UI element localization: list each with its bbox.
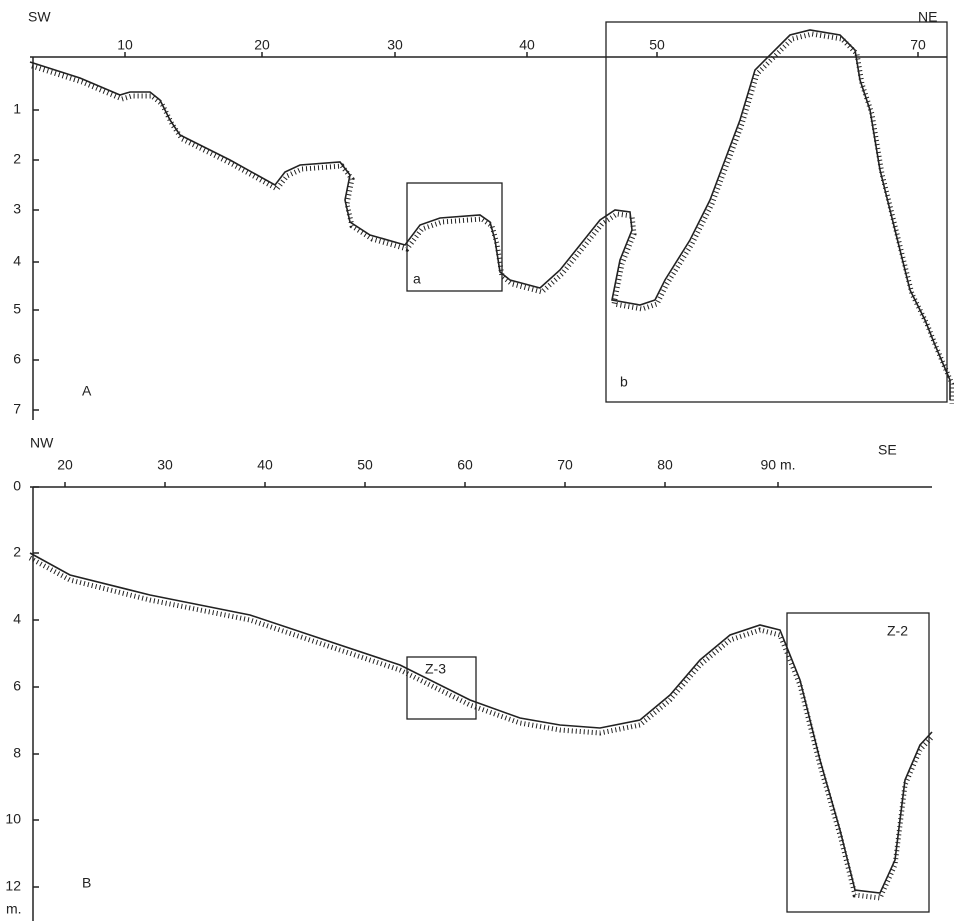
box-z2 [786, 612, 930, 913]
y-tick-label: 2 [13, 544, 21, 560]
x-tick-label: 20 [57, 457, 73, 473]
x-tick-label: 80 [657, 457, 673, 473]
x-tick-label: 10 [117, 37, 133, 53]
y-tick-label: 2 [13, 151, 21, 167]
box-label: b [620, 374, 628, 390]
box-a [406, 182, 503, 292]
box-label: a [413, 271, 421, 287]
x-tick-label: 70 [910, 37, 926, 53]
x-tick-label: 50 [649, 37, 665, 53]
y-tick-label: 7 [13, 401, 21, 417]
y-tick-label: 0 [13, 478, 21, 494]
direction-label: SE [878, 442, 897, 458]
x-tick-label: 40 [519, 37, 535, 53]
profile-hatch-b [28, 555, 934, 901]
y-tick-label: 6 [13, 678, 21, 694]
profile-hatch-a [31, 31, 954, 404]
box-label: Z-3 [425, 661, 446, 677]
panel-label: B [82, 875, 91, 891]
x-tick-label: 70 [557, 457, 573, 473]
box-label: Z-2 [887, 623, 908, 639]
direction-label: SW [28, 9, 51, 25]
direction-label: NW [30, 435, 54, 451]
x-tick-label: 60 [457, 457, 473, 473]
y-tick-label: 8 [13, 745, 21, 761]
x-tick-label: 50 [357, 457, 373, 473]
y-tick-label: 4 [13, 611, 21, 627]
panel-label: A [82, 383, 92, 399]
profile-a [29, 29, 951, 400]
y-tick-label: 12 [5, 878, 21, 894]
y-tick-label: 6 [13, 351, 21, 367]
y-tick-label: 3 [13, 201, 21, 217]
profile-b [29, 552, 933, 894]
y-unit: m. [6, 901, 22, 917]
box-b [605, 21, 948, 403]
x-tick-label: 30 [157, 457, 173, 473]
box-z3 [406, 656, 477, 720]
x-tick-label: 40 [257, 457, 273, 473]
x-tick-label: 90 m. [760, 457, 795, 473]
y-tick-label: 1 [13, 101, 21, 117]
direction-label: NE [918, 9, 937, 25]
x-tick-label: 20 [254, 37, 270, 53]
x-tick-label: 30 [387, 37, 403, 53]
y-tick-label: 4 [13, 253, 21, 269]
y-tick-label: 5 [13, 301, 21, 317]
y-tick-label: 10 [5, 811, 21, 827]
